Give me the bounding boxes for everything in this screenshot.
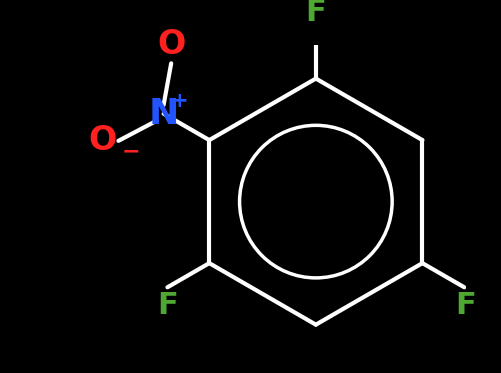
Text: +: + — [171, 91, 188, 112]
Text: O: O — [157, 28, 185, 61]
Text: F: F — [157, 291, 178, 320]
Text: F: F — [306, 0, 326, 27]
Text: −: − — [121, 141, 140, 162]
Text: N: N — [148, 97, 179, 131]
Text: O: O — [88, 124, 117, 157]
Text: F: F — [456, 291, 476, 320]
